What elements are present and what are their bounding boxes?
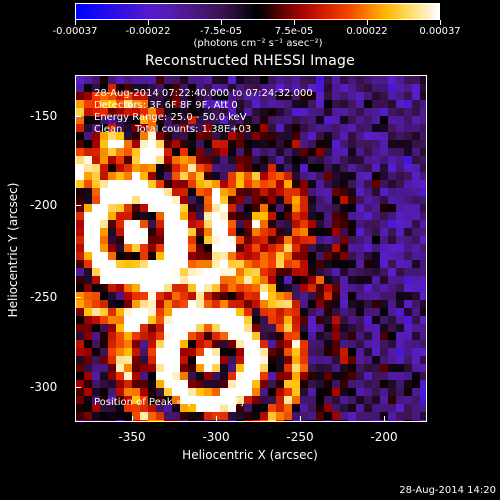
x-tick-label: -250: [286, 430, 314, 444]
colorbar: [75, 3, 440, 20]
plot-timestamp: 28-Aug-2014 14:20: [399, 485, 496, 496]
colorbar-tick-label: 0.00022: [346, 26, 388, 37]
colorbar-tick: [75, 20, 76, 25]
colorbar-tick-label: -7.5e-05: [200, 26, 242, 37]
info-detectors: Detectors: 3F 6F 8F 9F, Att 0: [94, 100, 238, 111]
x-tick-label: -350: [118, 430, 146, 444]
peak-position: Position of Peak = [-314,-297]: [94, 397, 244, 408]
y-axis-title: Heliocentric Y (arcsec): [6, 182, 20, 318]
x-tick: [300, 416, 301, 422]
colorbar-tick: [221, 20, 222, 25]
y-tick: [75, 116, 81, 117]
y-tick: [75, 205, 81, 206]
y-tick-label: -150: [30, 109, 58, 123]
x-tick: [132, 416, 133, 422]
info-energy-range: Energy Range: 25.0 - 50.0 keV: [94, 112, 247, 123]
y-tick: [75, 297, 81, 298]
heatmap-image: [76, 76, 426, 421]
x-tick: [384, 416, 385, 422]
colorbar-tick: [148, 20, 149, 25]
y-tick: [75, 387, 81, 388]
y-tick-label: -300: [30, 380, 58, 394]
colorbar-tick: [294, 20, 295, 25]
info-total-counts: Clean Total counts: 1.38E+03: [94, 124, 252, 135]
x-axis-title: Heliocentric X (arcsec): [182, 448, 318, 462]
info-time-range: 28-Aug-2014 07:22:40.000 to 07:24:32.000: [94, 88, 313, 99]
colorbar-units: (photons cm⁻² s⁻¹ asec⁻²): [193, 38, 323, 49]
colorbar-tick: [440, 20, 441, 25]
y-tick-label: -250: [30, 290, 58, 304]
x-tick-label: -300: [202, 430, 230, 444]
rhessi-image-plot: 28-Aug-2014 07:22:40.000 to 07:24:32.000…: [75, 75, 427, 422]
colorbar-tick-label: -0.00022: [125, 26, 171, 37]
colorbar-tick: [367, 20, 368, 25]
x-tick-label: -200: [370, 430, 398, 444]
y-tick-label: -200: [30, 198, 58, 212]
colorbar-tick-label: 0.00037: [419, 26, 461, 37]
image-title: Reconstructed RHESSI Image: [145, 53, 355, 69]
x-tick: [216, 416, 217, 422]
colorbar-tick-label: 7.5e-05: [274, 26, 314, 37]
colorbar-tick-label: -0.00037: [52, 26, 98, 37]
